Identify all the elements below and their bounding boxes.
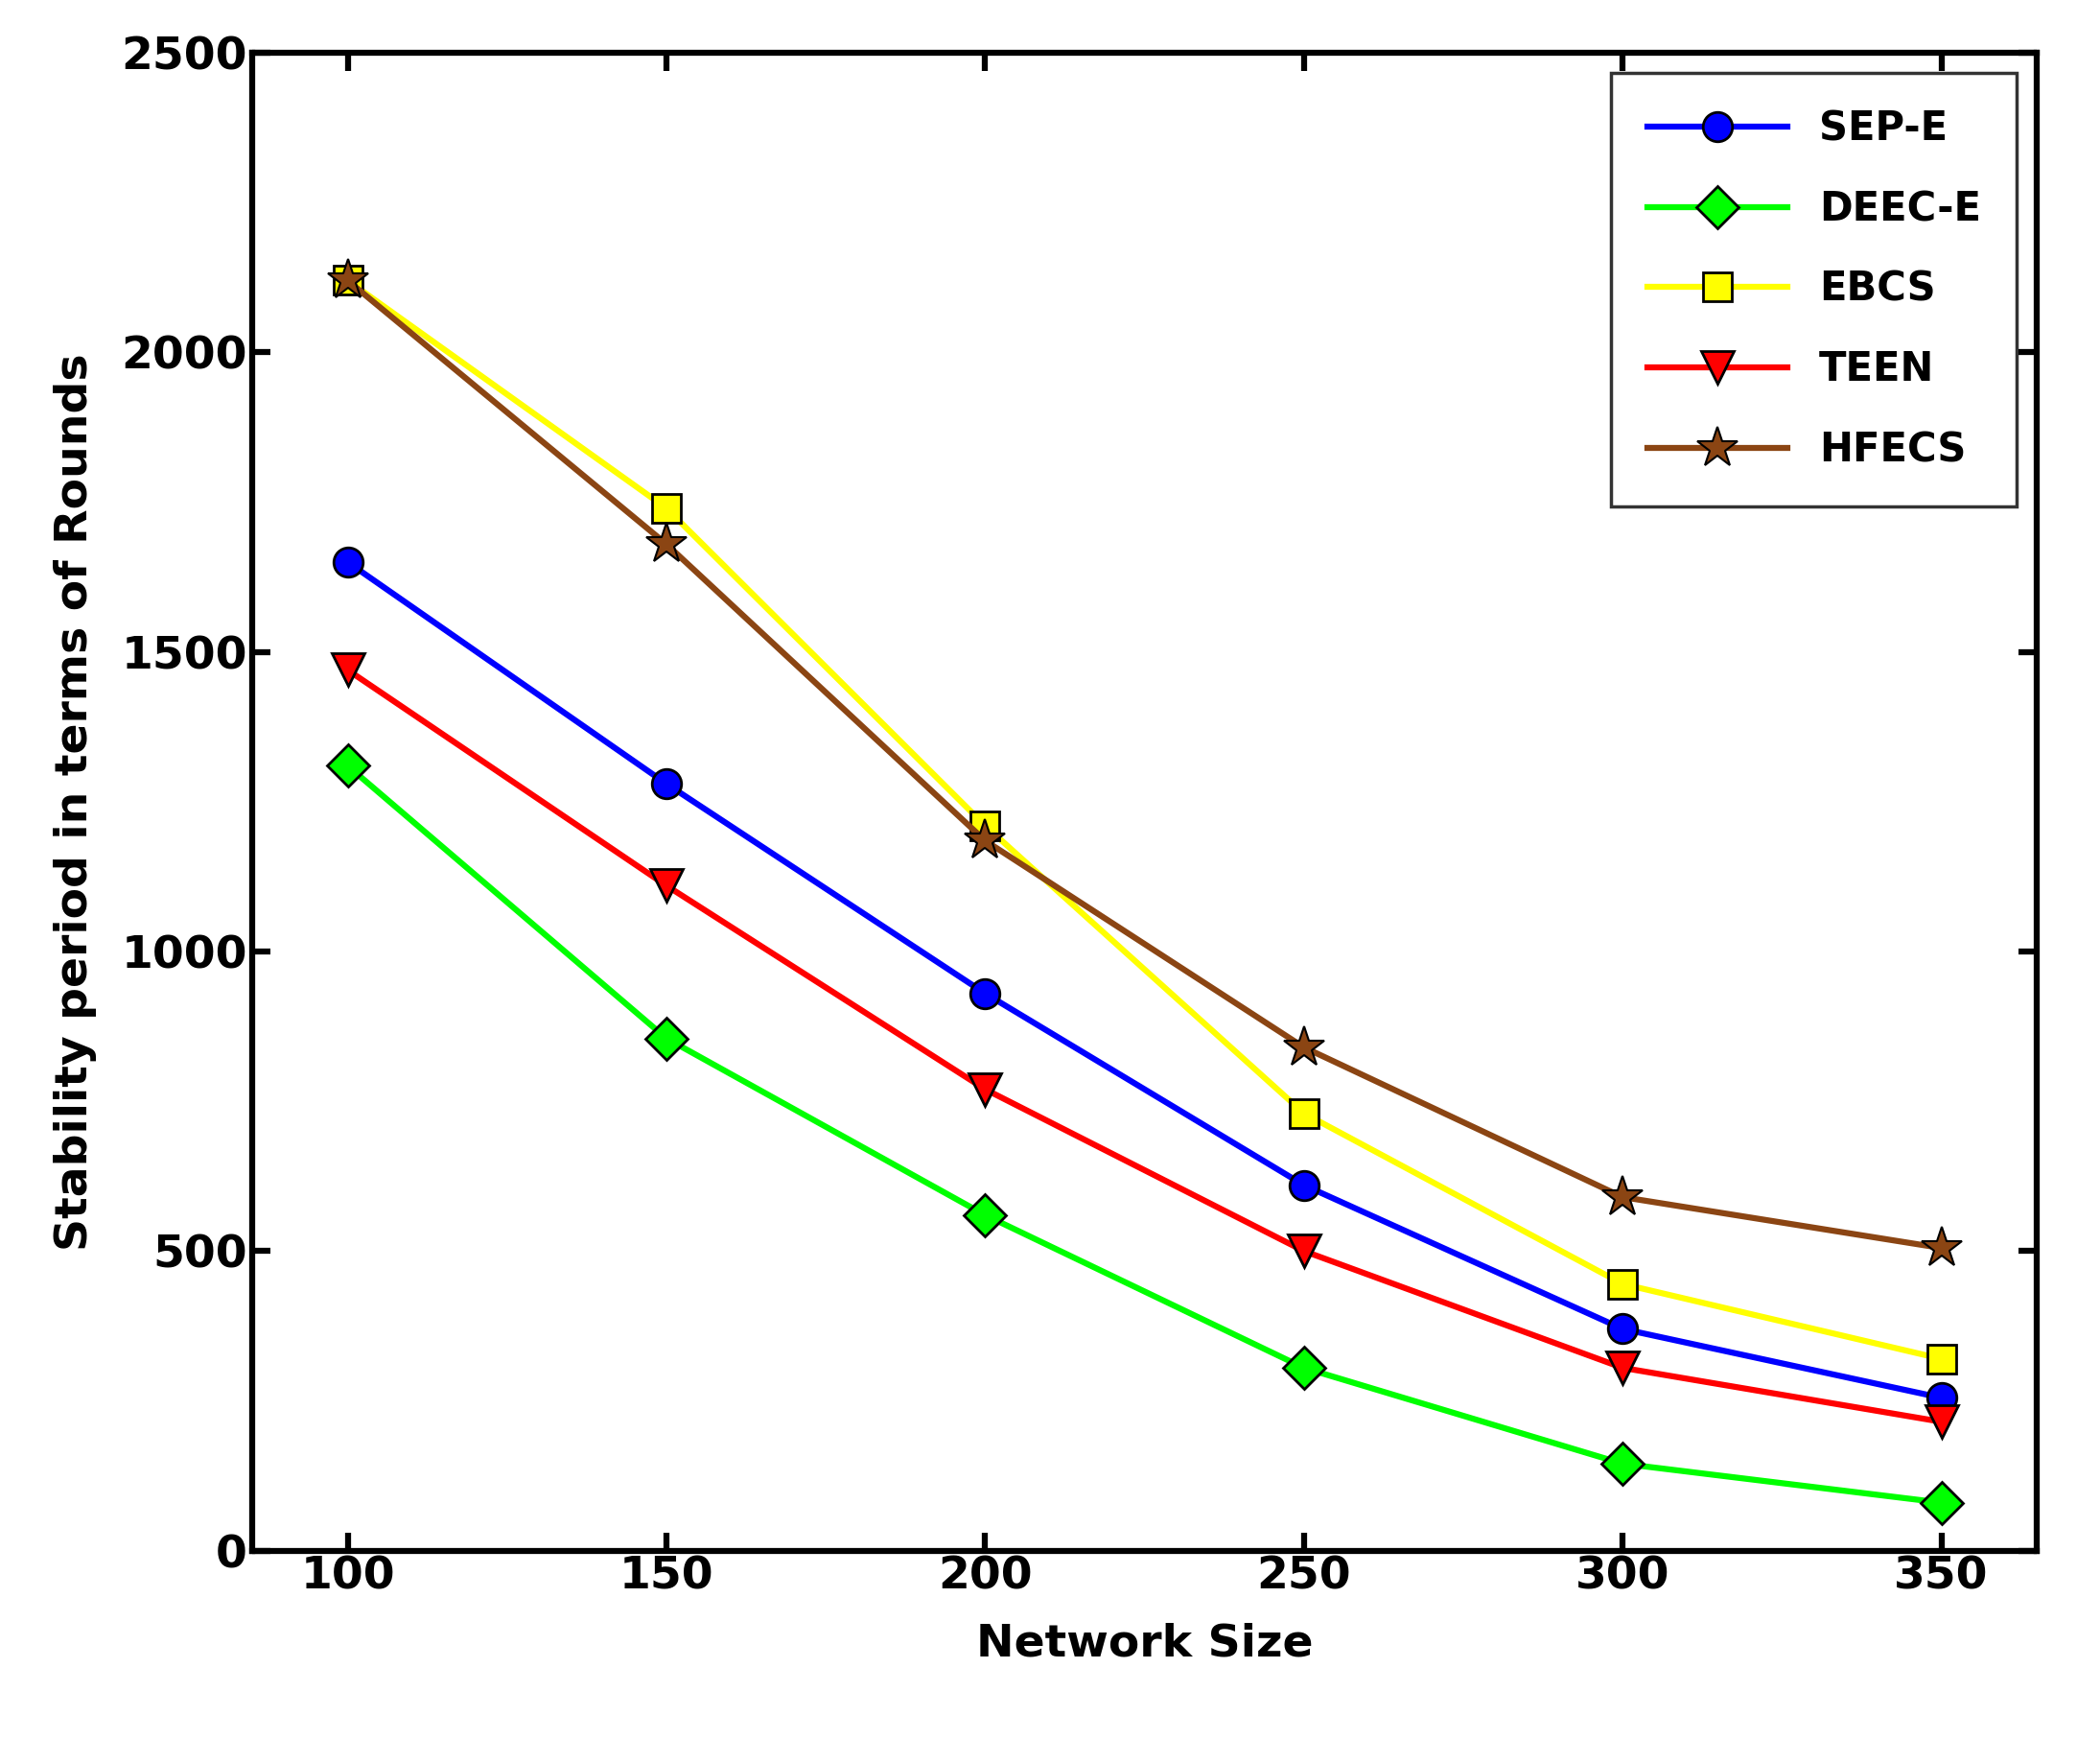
EBCS bbox=[1611, 1274, 1636, 1295]
EBCS bbox=[653, 497, 678, 518]
Line: SEP-E: SEP-E bbox=[334, 548, 1955, 1413]
EBCS bbox=[1291, 1103, 1317, 1124]
EBCS bbox=[336, 270, 361, 291]
DEEC-E bbox=[653, 1027, 678, 1048]
DEEC-E bbox=[972, 1205, 998, 1226]
Line: EBCS: EBCS bbox=[334, 266, 1955, 1374]
HFECS bbox=[336, 270, 361, 291]
Line: TEEN: TEEN bbox=[332, 654, 1957, 1438]
HFECS bbox=[1928, 1237, 1953, 1258]
DEEC-E bbox=[336, 756, 361, 777]
Line: HFECS: HFECS bbox=[325, 259, 1964, 1269]
SEP-E bbox=[336, 552, 361, 573]
TEEN bbox=[1291, 1240, 1317, 1262]
TEEN bbox=[1928, 1411, 1953, 1433]
SEP-E bbox=[1291, 1175, 1317, 1196]
HFECS bbox=[1291, 1036, 1317, 1057]
DEEC-E bbox=[1928, 1492, 1953, 1514]
DEEC-E bbox=[1611, 1454, 1636, 1475]
HFECS bbox=[1611, 1186, 1636, 1207]
TEEN bbox=[336, 659, 361, 680]
TEEN bbox=[653, 876, 678, 897]
TEEN bbox=[1611, 1357, 1636, 1378]
EBCS bbox=[972, 816, 998, 837]
DEEC-E bbox=[1291, 1357, 1317, 1378]
EBCS bbox=[1928, 1348, 1953, 1369]
HFECS bbox=[972, 830, 998, 851]
X-axis label: Network Size: Network Size bbox=[976, 1623, 1312, 1665]
Y-axis label: Stability period in terms of Rounds: Stability period in terms of Rounds bbox=[55, 352, 97, 1251]
Line: DEEC-E: DEEC-E bbox=[334, 751, 1955, 1517]
SEP-E bbox=[972, 983, 998, 1004]
SEP-E bbox=[653, 774, 678, 795]
Legend: SEP-E, DEEC-E, EBCS, TEEN, HFECS: SEP-E, DEEC-E, EBCS, TEEN, HFECS bbox=[1611, 72, 2016, 506]
SEP-E bbox=[1928, 1387, 1953, 1408]
SEP-E bbox=[1611, 1318, 1636, 1339]
HFECS bbox=[653, 534, 678, 555]
TEEN bbox=[972, 1078, 998, 1099]
